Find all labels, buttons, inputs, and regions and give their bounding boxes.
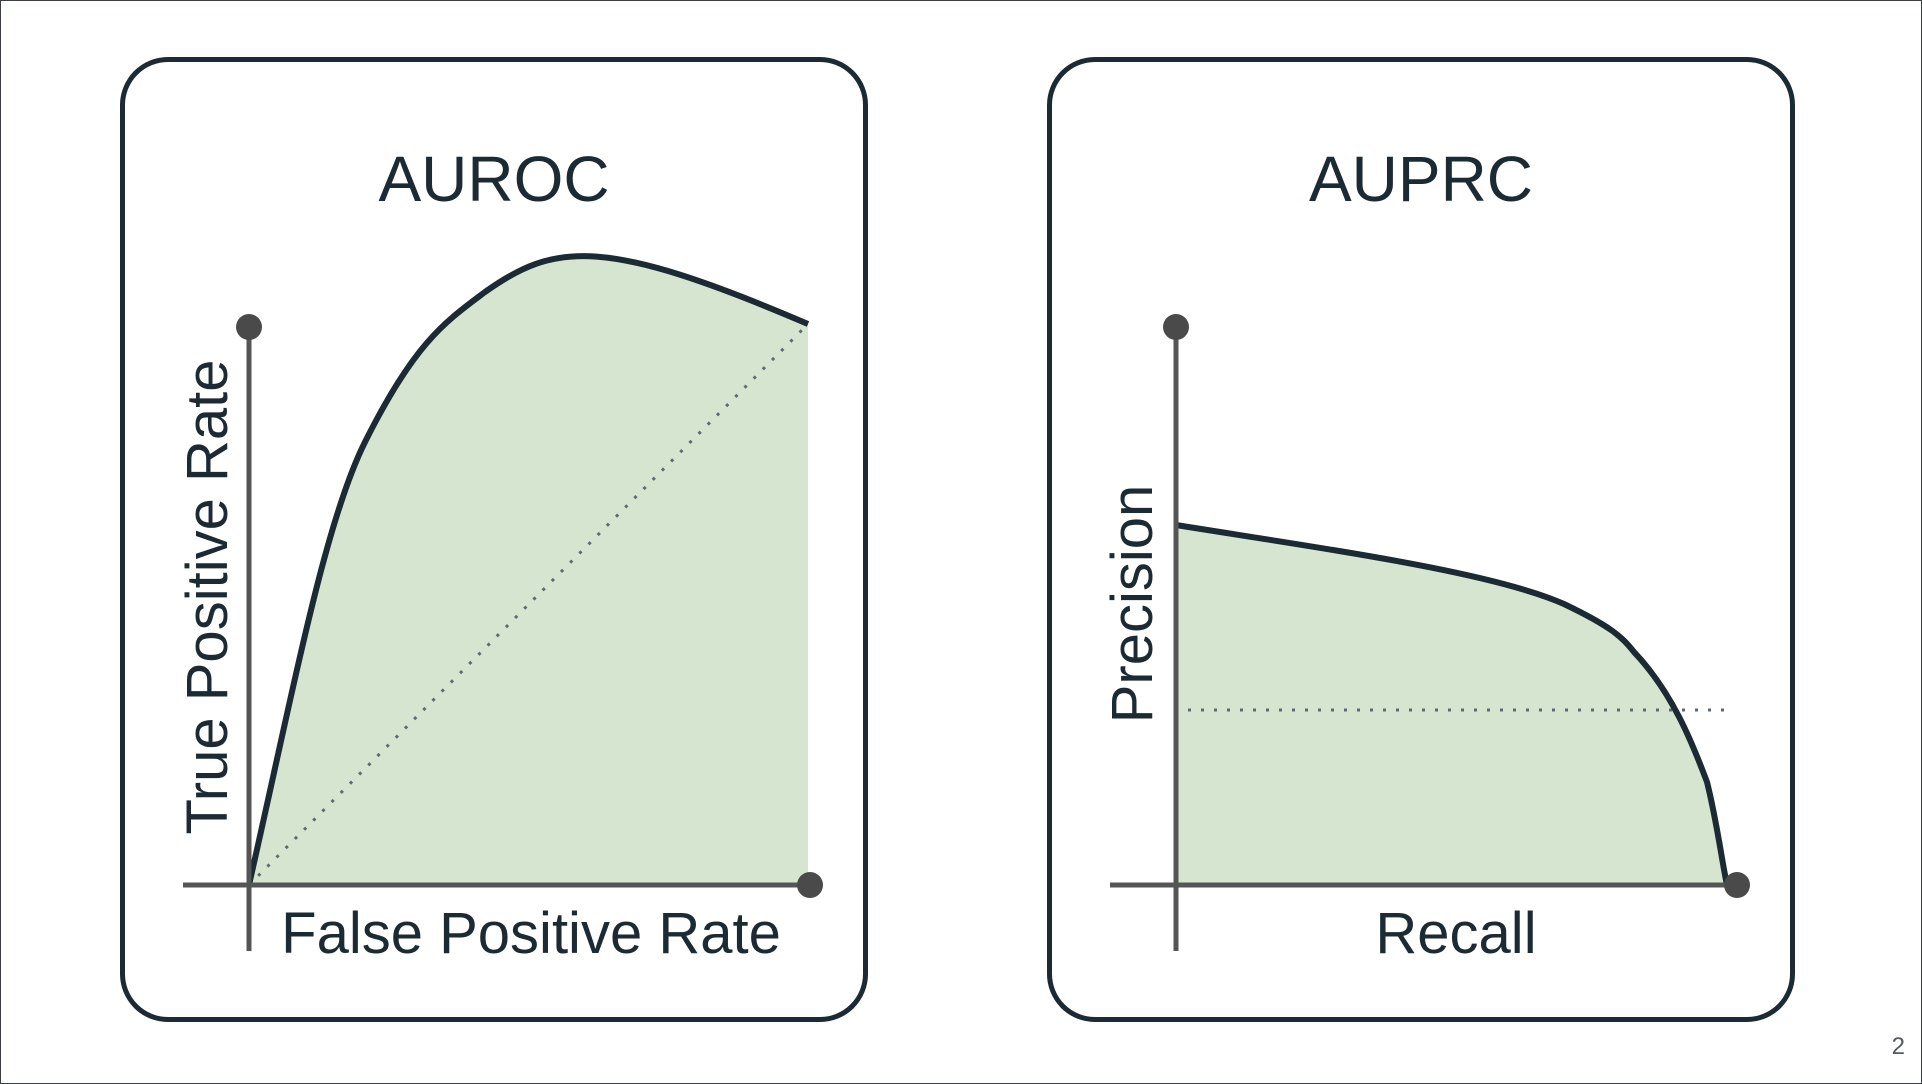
auroc-y-axis-end-dot xyxy=(236,314,262,340)
auprc-x-axis-end-dot xyxy=(1724,872,1750,898)
page-number: 2 xyxy=(1891,1033,1905,1060)
auroc-title: AUROC xyxy=(378,143,610,215)
auroc-curve xyxy=(246,253,810,886)
auroc-plot: False Positive Rate True Positive Rate xyxy=(175,253,823,966)
auprc-y-axis-end-dot xyxy=(1163,314,1189,340)
auroc-area xyxy=(249,256,808,885)
auprc-title: AUPRC xyxy=(1308,143,1534,215)
auroc-x-label: False Positive Rate xyxy=(281,901,781,966)
auprc-area xyxy=(1176,525,1727,885)
auroc-x-axis-end-dot xyxy=(797,872,823,898)
auroc-y-label: True Positive Rate xyxy=(175,360,240,835)
auprc-plot: Recall Precision xyxy=(1100,314,1750,966)
auprc-curve xyxy=(1175,522,1730,886)
auprc-panel: AUPRC Recall Precision xyxy=(1047,57,1795,1022)
auprc-y-label: Precision xyxy=(1100,485,1165,724)
auprc-x-label: Recall xyxy=(1375,901,1536,966)
auroc-diagonal-reference xyxy=(247,322,810,887)
auroc-panel: AUROC False Positive Rate True Positive … xyxy=(120,57,868,1022)
